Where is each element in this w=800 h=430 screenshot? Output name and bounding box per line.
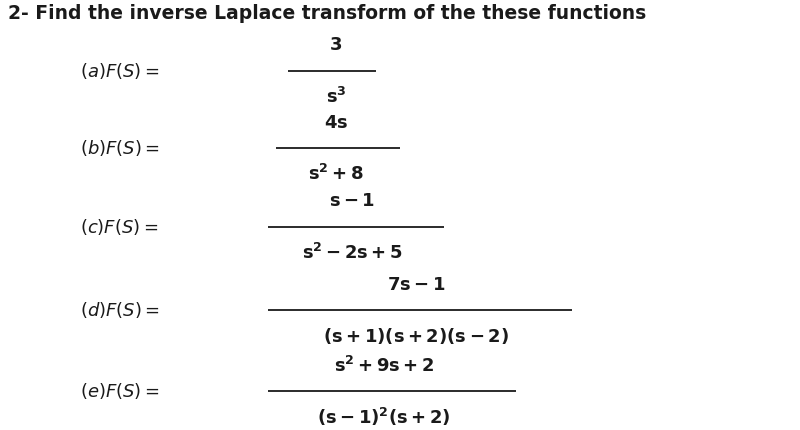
Text: 2- Find the inverse Laplace transform of the these functions: 2- Find the inverse Laplace transform of…: [8, 4, 646, 23]
Text: $\mathbf{3}$: $\mathbf{3}$: [330, 36, 342, 54]
Text: $(c)F(S) =$: $(c)F(S) =$: [80, 217, 158, 237]
Text: $\mathbf{4s}$: $\mathbf{4s}$: [324, 114, 348, 132]
Text: $(d)F(S) =$: $(d)F(S) =$: [80, 301, 160, 320]
Text: $\mathbf{(s-1)^2(s+2)}$: $\mathbf{(s-1)^2(s+2)}$: [318, 406, 450, 428]
Text: $\mathbf{7s-1}$: $\mathbf{7s-1}$: [386, 276, 446, 294]
Text: $(b)F(S) =$: $(b)F(S) =$: [80, 138, 160, 158]
Text: $\mathbf{(s+1)(s+2)(s-2)}$: $\mathbf{(s+1)(s+2)(s-2)}$: [323, 326, 509, 346]
Text: $\mathbf{s^2+9s+2}$: $\mathbf{s^2+9s+2}$: [334, 356, 434, 375]
Text: $(e)F(S) =$: $(e)F(S) =$: [80, 381, 159, 401]
Text: $\mathbf{s-1}$: $\mathbf{s-1}$: [329, 192, 375, 210]
Text: $\mathbf{s^2-2s+5}$: $\mathbf{s^2-2s+5}$: [302, 243, 402, 263]
Text: $\mathbf{s^3}$: $\mathbf{s^3}$: [326, 87, 346, 107]
Text: $\mathbf{s^2+8}$: $\mathbf{s^2+8}$: [308, 164, 364, 184]
Text: $(a)F(S) =$: $(a)F(S) =$: [80, 61, 159, 81]
